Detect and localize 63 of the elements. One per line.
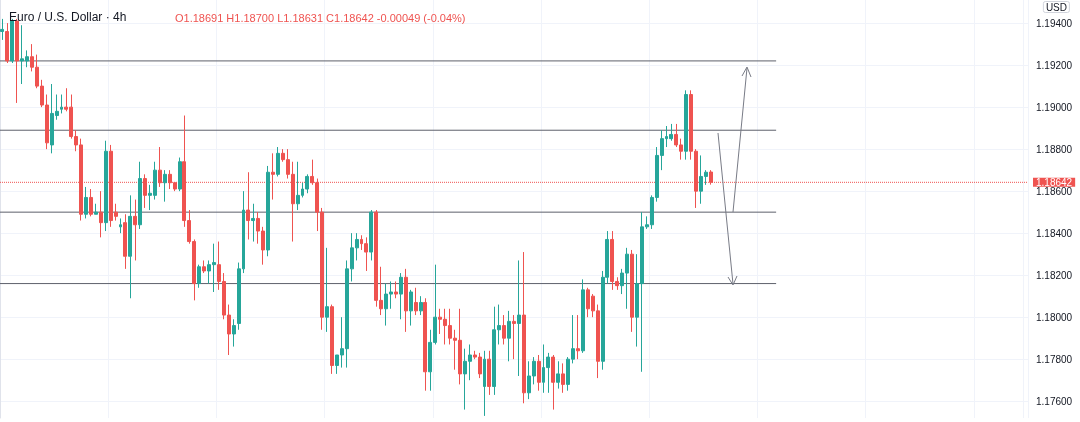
text: Euro / U.S. Dollar · 4h: [9, 10, 127, 24]
candlestick: [94, 203, 98, 215]
candlestick: [251, 203, 255, 243]
candlestick: [630, 249, 634, 333]
candlestick: [60, 94, 63, 114]
y-tick-label: 1.18800: [1036, 143, 1073, 155]
candlestick: [409, 289, 413, 327]
candlestick: [517, 259, 521, 377]
candlestick: [89, 188, 93, 217]
y-tick-label: 1.17600: [1036, 395, 1073, 407]
candlestick: [404, 268, 408, 333]
candlestick: [419, 295, 423, 316]
candlestick: [537, 354, 541, 392]
candlestick: [133, 199, 137, 261]
candlestick: [483, 350, 486, 417]
candlestick: [423, 297, 427, 392]
candlestick: [684, 89, 688, 161]
candlestick: [330, 304, 334, 375]
candlestick: [84, 186, 88, 219]
candlestick: [394, 280, 398, 299]
candlestick: [178, 157, 182, 192]
candlestick: [325, 247, 329, 333]
y-tick-label: 1.19400: [1036, 17, 1073, 29]
candlestick: [581, 278, 585, 354]
candlestick: [305, 173, 309, 194]
candlestick: [202, 259, 206, 274]
y-tick-label: 1.18200: [1036, 269, 1073, 281]
candlestick: [522, 251, 526, 404]
candlestick: [512, 314, 516, 360]
candlestick: [296, 161, 300, 211]
candlestick: [502, 314, 506, 345]
ref-line-label: 1.18642: [1036, 176, 1073, 188]
candlestick: [266, 165, 270, 257]
candlestick: [576, 314, 580, 360]
candlestick: [556, 360, 560, 390]
candlestick: [119, 217, 122, 234]
candlestick: [123, 213, 127, 270]
candlestick: [128, 194, 132, 299]
candlestick: [232, 318, 236, 348]
y-tick-label: 1.18600: [1036, 185, 1073, 197]
y-tick-label: 1.18000: [1036, 311, 1073, 323]
candlestick: [561, 362, 565, 394]
candlestick: [364, 236, 368, 272]
text: USD: [1045, 1, 1068, 13]
candlestick: [99, 190, 103, 238]
candlestick: [104, 140, 108, 232]
candlestick: [138, 161, 142, 230]
candlestick: [507, 310, 511, 362]
candlestick: [197, 264, 201, 289]
candlestick: [276, 146, 280, 177]
candlestick: [0, 18, 4, 41]
y-tick-label: 1.18400: [1036, 227, 1073, 239]
candlestick: [369, 209, 373, 261]
candlestick: [163, 169, 167, 203]
annotation: O1.18691 H1.18700 L1.18631 C1.18642 -0.00049 (-0.04%): [175, 11, 466, 24]
candlestick: [551, 354, 555, 411]
candlestick: [414, 287, 418, 316]
candlestick: [5, 22, 9, 64]
y-tick-label: 1.19200: [1036, 59, 1073, 71]
candlestick: [399, 272, 403, 320]
y-tick-label: 1.19000: [1036, 101, 1073, 113]
y-tick-label: 1.17800: [1036, 353, 1073, 365]
candlestick: [487, 350, 491, 396]
